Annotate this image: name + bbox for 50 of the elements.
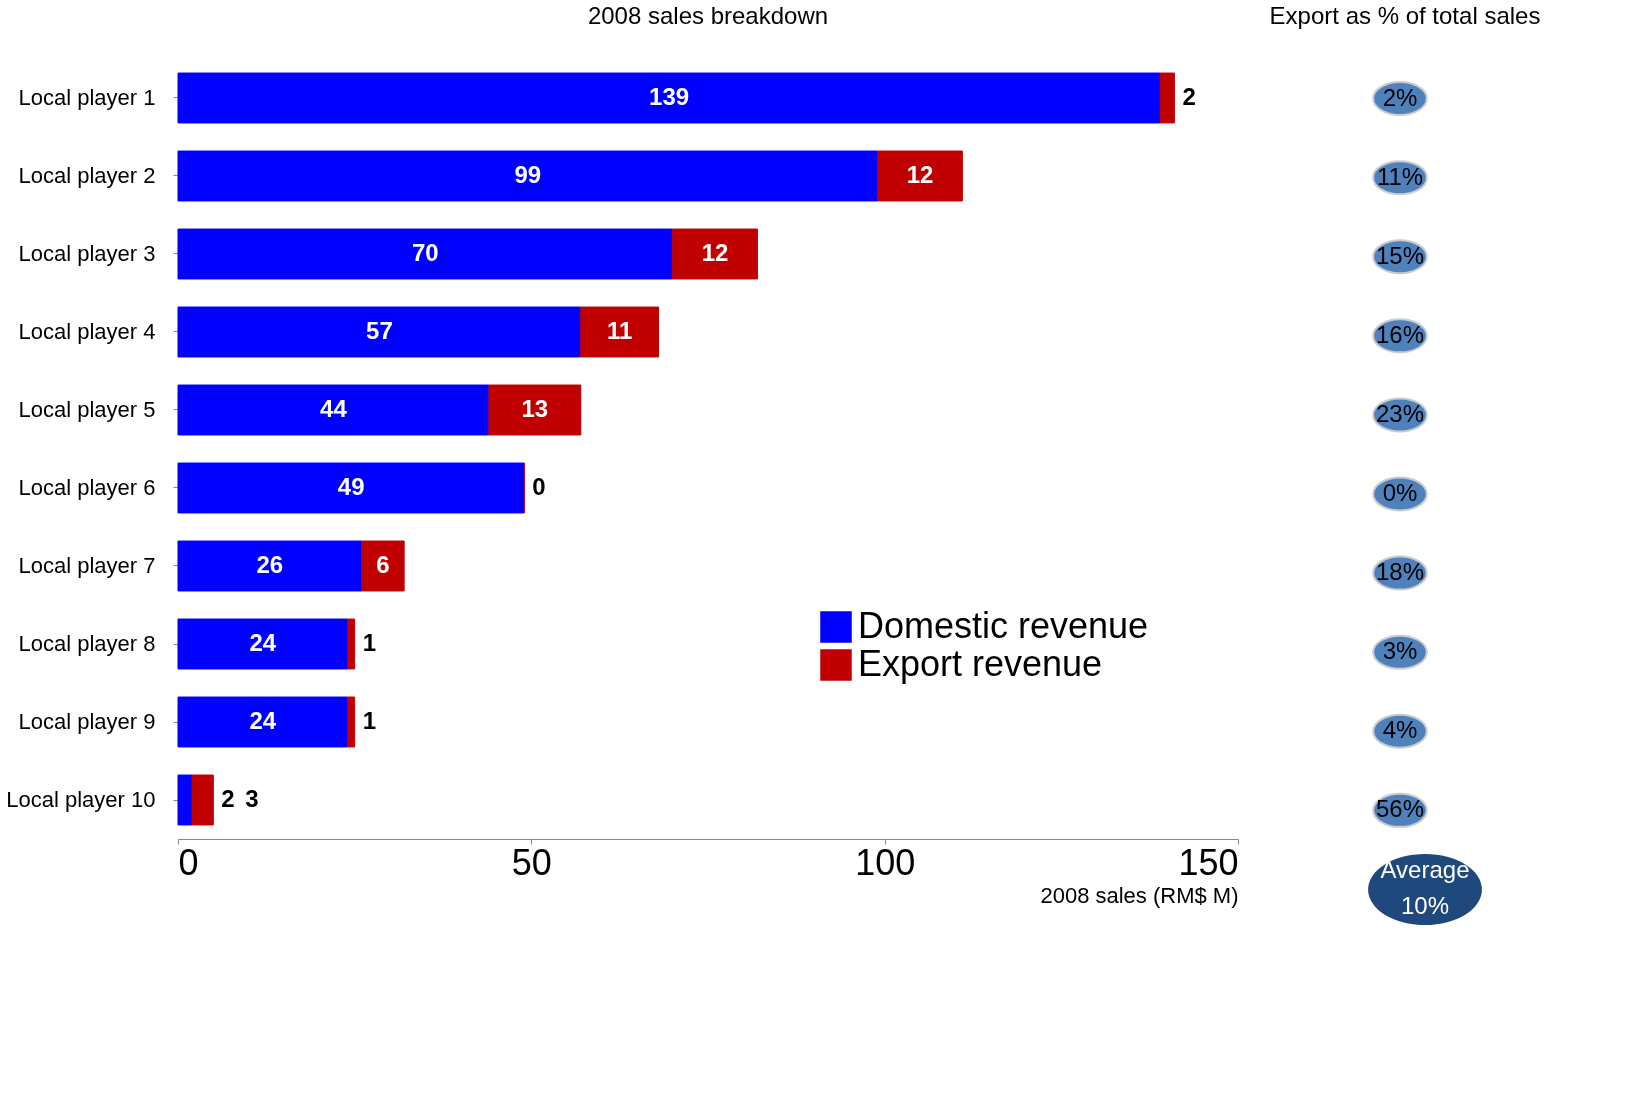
- data-label: 0: [532, 473, 546, 500]
- text: 11%: [1376, 162, 1424, 190]
- text: 16%: [1375, 320, 1425, 348]
- data-label: 49: [337, 473, 365, 500]
- data-label: 24: [249, 707, 277, 734]
- data-label: 2: [221, 785, 235, 812]
- data-label: 24: [249, 629, 277, 656]
- data-label: 1: [362, 629, 377, 656]
- data-label: 1: [362, 707, 377, 734]
- legend-label: Domestic revenue: [858, 605, 1149, 646]
- y-tick-label: Local player 4: [18, 319, 156, 344]
- y-tick-label: Local player 2: [18, 163, 156, 188]
- text: Average 10%: [1380, 856, 1470, 920]
- data-label: 11: [606, 317, 633, 344]
- data-label: 70: [411, 239, 439, 266]
- text: 0%: [1382, 479, 1418, 506]
- y-tick-label: Local player 3: [18, 241, 156, 266]
- text: 23%: [1375, 399, 1425, 427]
- y-tick-label: Local player 9: [18, 709, 156, 734]
- y-tick-label: Local player 10: [6, 787, 156, 812]
- data-label: 26: [256, 551, 284, 578]
- text: 3%: [1382, 637, 1418, 665]
- data-label: 57: [366, 317, 393, 344]
- data-label: 2: [1182, 83, 1196, 110]
- text: 2%: [1382, 83, 1418, 111]
- data-label: 44: [320, 395, 348, 422]
- x-axis-title: 2008 sales (RM$ M): [1040, 882, 1239, 908]
- text: 18%: [1375, 558, 1425, 586]
- y-tick-label: Local player 7: [18, 553, 156, 578]
- y-tick-label: Local player 6: [18, 475, 156, 500]
- data-label: 139: [649, 83, 690, 110]
- data-label: 3: [245, 785, 259, 812]
- data-label: 12: [906, 161, 934, 188]
- data-label: 13: [521, 395, 549, 422]
- chart-title: 2008 sales breakdown: [587, 2, 829, 29]
- data-label: 12: [701, 239, 729, 266]
- x-tick-label: 100: [855, 841, 916, 883]
- x-tick-label: 150: [1178, 841, 1239, 883]
- y-tick-label: Local player 8: [18, 631, 156, 656]
- x-tick-label: 50: [511, 841, 552, 883]
- text: Export as % of total sales: [1269, 2, 1541, 29]
- x-tick-label: 0: [178, 841, 199, 883]
- text: 4%: [1382, 716, 1418, 744]
- y-tick-label: Local player 1: [18, 85, 156, 110]
- data-label: 6: [376, 551, 390, 578]
- text: 56%: [1375, 795, 1425, 823]
- data-label: 99: [514, 161, 542, 188]
- y-tick-label: Local player 5: [18, 397, 156, 422]
- legend-label: Export revenue: [858, 643, 1103, 684]
- text: 15%: [1375, 241, 1425, 269]
